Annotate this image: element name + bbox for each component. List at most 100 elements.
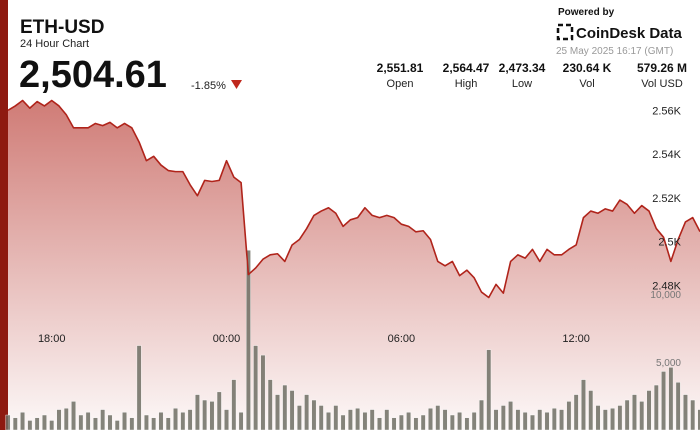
- volume-bar: [289, 390, 295, 430]
- last-price: 2,504.61: [19, 54, 167, 96]
- volume-bar: [690, 399, 696, 430]
- y-tick-label: 2.56K: [652, 105, 681, 117]
- volume-bar: [267, 379, 273, 430]
- volume-bar: [194, 394, 200, 430]
- volume-bar: [500, 405, 506, 430]
- change: -1.85%: [191, 80, 226, 92]
- volume-bar: [180, 412, 186, 430]
- stats: 2,551.81 Open 2,564.47 High 2,473.34 Low 230.6…: [377, 61, 687, 90]
- volume-bar: [369, 409, 375, 430]
- volume-bar: [20, 412, 25, 430]
- stat-value: 2,564.47: [443, 61, 490, 75]
- volume-bar: [245, 250, 251, 430]
- stat-label: Open: [387, 78, 414, 90]
- price-area: [8, 100, 700, 430]
- volume-bar: [457, 412, 463, 430]
- volume-bar: [12, 417, 18, 430]
- y-tick-label: 2.54K: [652, 149, 681, 161]
- brand: CoinDesk Data: [576, 25, 683, 42]
- timestamp: 25 May 2025 16:17 (GMT): [556, 46, 673, 57]
- volume-bar: [508, 401, 514, 430]
- volume-bar: [435, 405, 441, 430]
- brand-logo: [556, 23, 574, 41]
- x-tick-label: 12:00: [562, 333, 590, 345]
- volume-bar: [632, 394, 637, 430]
- volume-bar: [588, 390, 594, 430]
- volume-bar: [581, 379, 586, 430]
- stat-label: Low: [512, 78, 532, 90]
- volume-bar: [260, 354, 266, 430]
- volume-bar: [537, 409, 543, 430]
- volume-bar: [151, 417, 157, 430]
- volume-bar: [551, 408, 557, 430]
- volume-bar: [202, 399, 208, 430]
- volume-bar: [675, 382, 681, 430]
- volume-bar: [347, 409, 353, 430]
- volume-bar: [282, 384, 288, 430]
- volume-bar: [143, 414, 149, 430]
- x-tick-label: 18:00: [38, 333, 66, 345]
- volume-bar: [479, 399, 484, 430]
- volume-bar: [515, 409, 521, 430]
- volume-bar: [71, 401, 76, 430]
- volume-bar: [100, 409, 106, 430]
- stat-value: 2,473.34: [499, 61, 546, 75]
- symbol: ETH-USD: [20, 17, 104, 38]
- volume-bar: [486, 349, 492, 430]
- volume-bar: [602, 409, 608, 430]
- subtitle: 24 Hour Chart: [20, 38, 89, 50]
- volume-bar: [398, 414, 404, 430]
- accent-strip: [0, 0, 8, 430]
- volume-bar: [413, 417, 419, 430]
- volume-bar: [122, 412, 127, 430]
- volume-bar: [668, 367, 674, 430]
- volume-bar: [566, 401, 572, 430]
- volume-bar: [173, 408, 178, 430]
- volume-bar: [93, 417, 98, 430]
- volume-bar: [442, 409, 448, 430]
- volume-bar: [34, 417, 40, 430]
- volume-bar: [136, 345, 142, 430]
- volume-bar: [253, 345, 259, 430]
- volume-bar: [224, 409, 229, 430]
- volume-bar: [27, 420, 33, 430]
- y2-tick-label: 10,000: [650, 290, 681, 301]
- stat-value: 579.26 M: [637, 61, 687, 75]
- volume-bar: [85, 412, 91, 430]
- volume-bar: [318, 405, 324, 430]
- volume-bar: [63, 408, 69, 430]
- volume-bar: [595, 405, 601, 430]
- volume-bar: [377, 417, 382, 430]
- volume-bar: [78, 414, 84, 430]
- plot: 18:00 00:00 06:00 12:00 2.56K 2.54K 2.52K 2.5K 2…: [5, 99, 700, 430]
- volume-bar: [129, 417, 135, 430]
- volume-bar: [49, 420, 55, 430]
- volume-bar: [384, 409, 390, 430]
- volume-bar: [5, 414, 11, 430]
- volume-bar: [493, 409, 499, 430]
- volume-bar: [406, 412, 412, 430]
- volume-bar: [449, 414, 455, 430]
- volume-bar: [391, 417, 397, 430]
- volume-bar: [362, 412, 368, 430]
- x-tick-label: 00:00: [213, 333, 241, 345]
- volume-bar: [231, 379, 237, 430]
- volume-bar: [238, 412, 244, 430]
- volume-bar: [522, 412, 528, 430]
- volume-bar: [304, 394, 310, 430]
- volume-bar: [559, 409, 565, 430]
- y2-tick-label: 5,000: [656, 358, 681, 369]
- stat-label: Vol: [579, 78, 594, 90]
- volume-bar: [464, 417, 470, 430]
- volume-bar: [617, 405, 623, 430]
- y-tick-label: 2.52K: [652, 193, 681, 205]
- volume-bar: [333, 405, 339, 430]
- down-arrow: [231, 80, 242, 89]
- volume-bar: [165, 417, 171, 430]
- volume-bar: [420, 414, 426, 430]
- volume-bar: [530, 414, 535, 430]
- volume-bar: [158, 412, 164, 430]
- volume-bar: [653, 384, 659, 430]
- volume-bar: [216, 391, 222, 430]
